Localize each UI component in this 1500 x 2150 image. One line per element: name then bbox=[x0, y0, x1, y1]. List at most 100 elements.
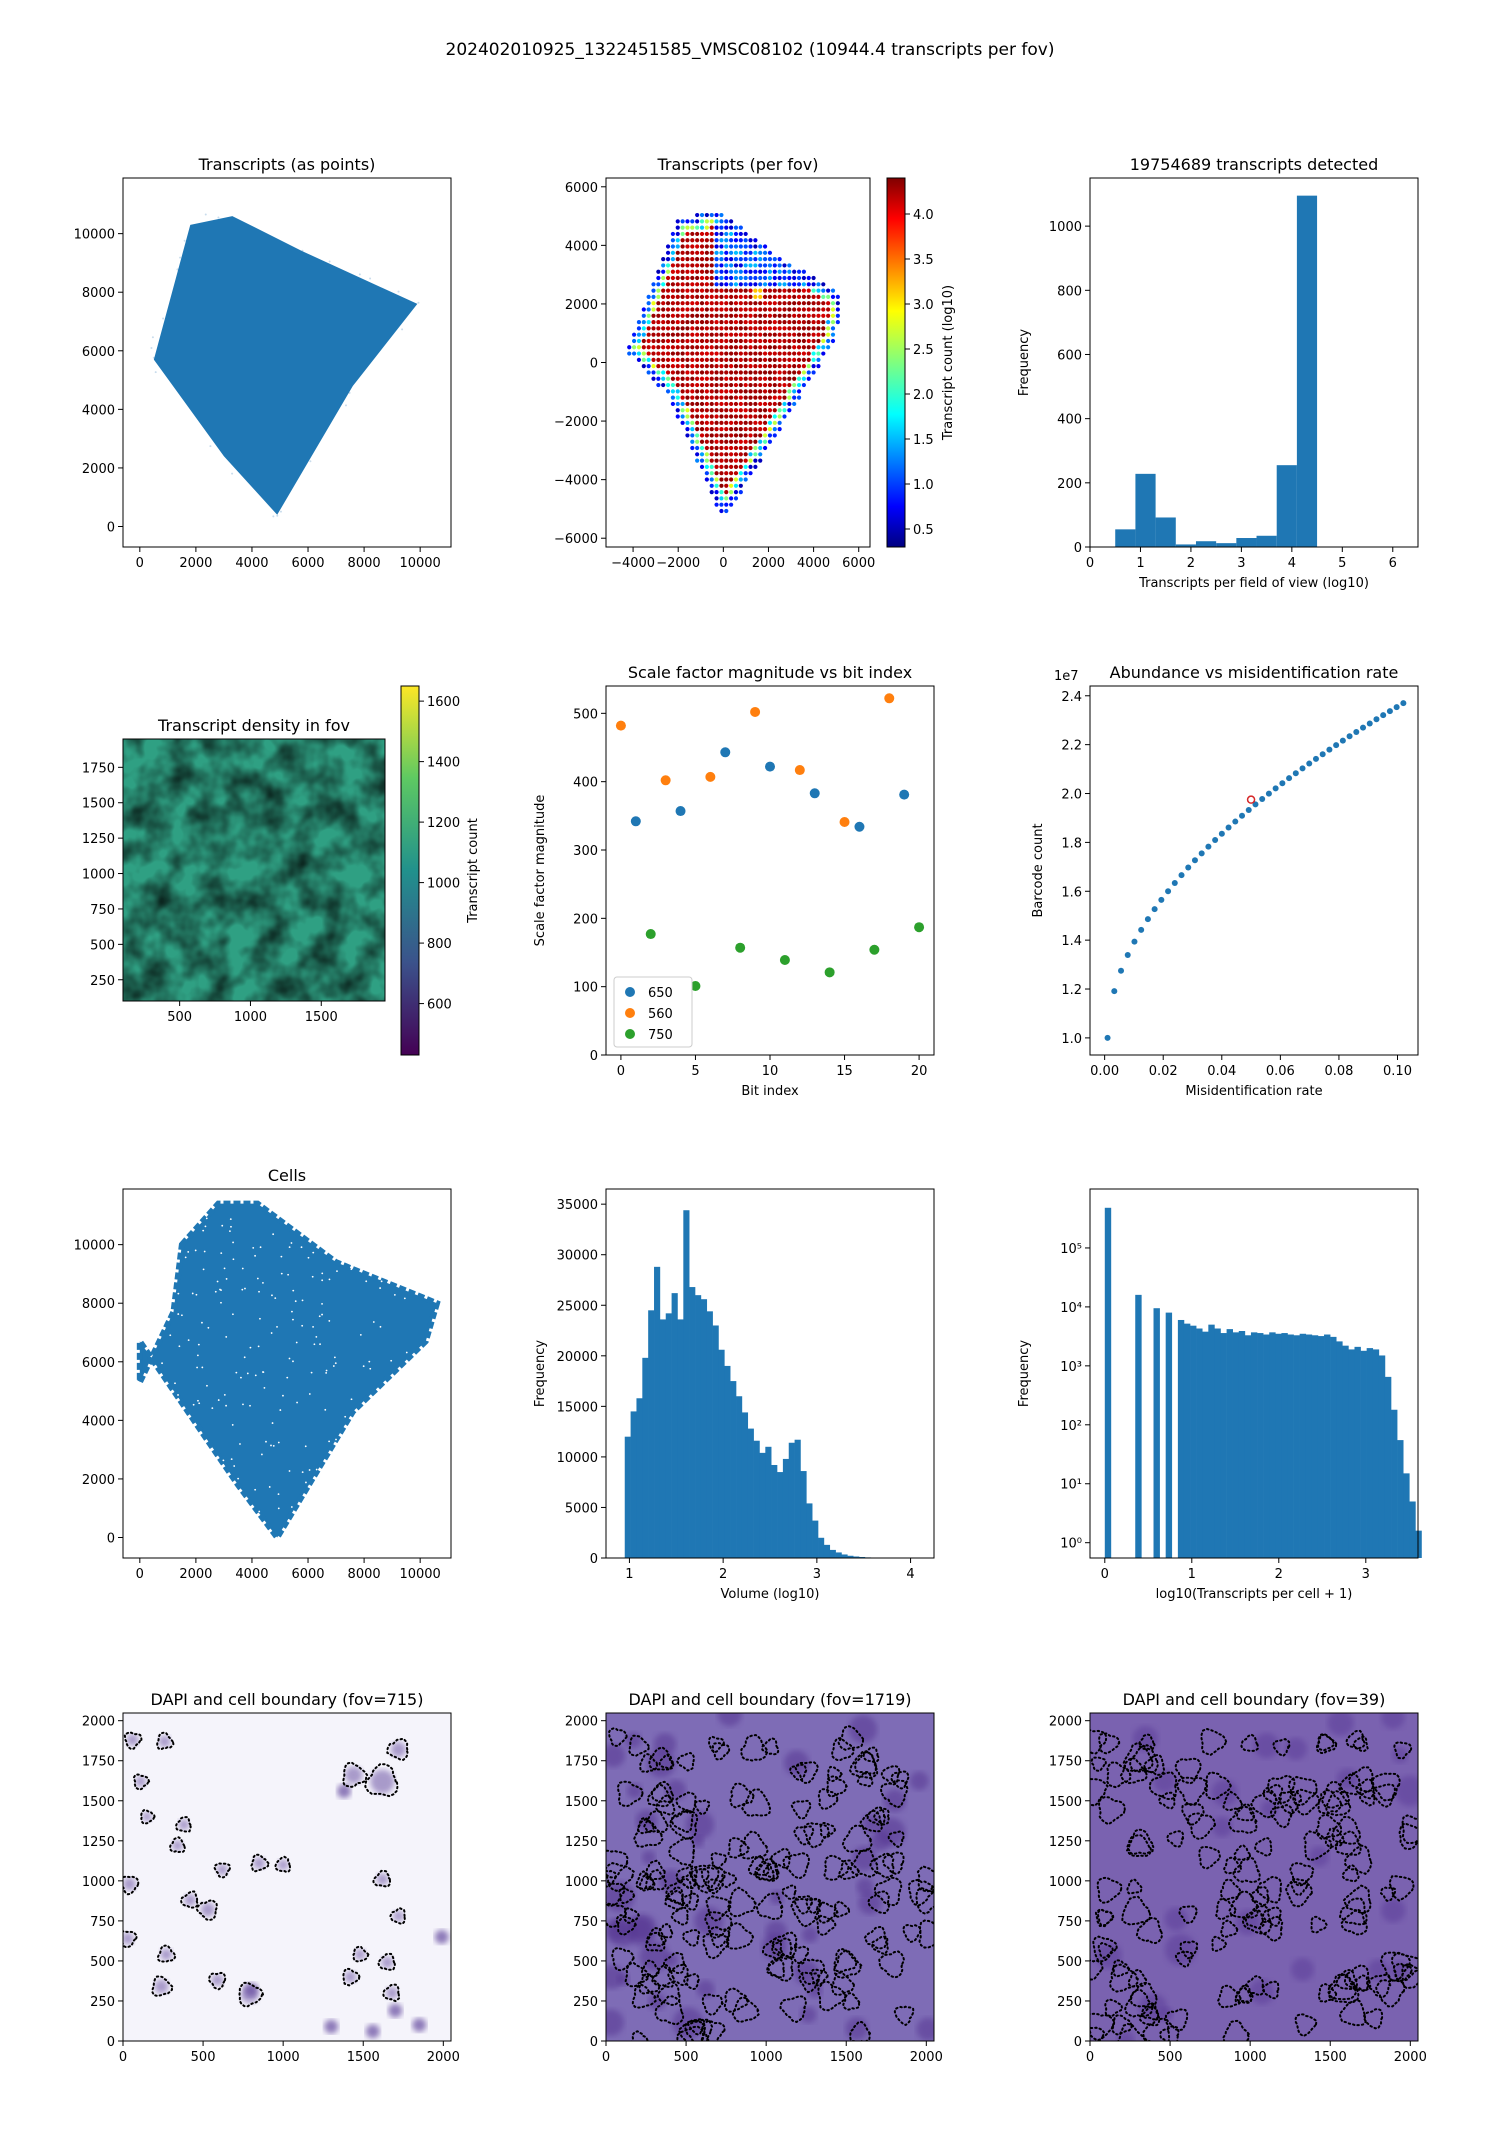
fov-point bbox=[699, 338, 705, 344]
fovgrid-xtick-label: −4000 bbox=[611, 556, 655, 571]
density-colorbar-tick-label: 800 bbox=[427, 937, 452, 952]
fov-point bbox=[811, 338, 816, 344]
dapi715-cell-boundary bbox=[364, 1763, 399, 1798]
volume-frame bbox=[605, 1188, 935, 1559]
cells-gap bbox=[290, 1506, 293, 1508]
fov-point bbox=[792, 288, 797, 293]
fov-point bbox=[719, 477, 724, 482]
fovhist-bar bbox=[1195, 541, 1217, 547]
fov-point bbox=[695, 395, 700, 400]
points-xtick-label: 0 bbox=[136, 556, 144, 571]
dapi1719-ytick-label: 750 bbox=[573, 1915, 598, 1930]
abund-ytick-label: 1.4 bbox=[1061, 934, 1082, 949]
fov-point bbox=[680, 319, 685, 325]
scale-ytick-label: 500 bbox=[573, 707, 598, 722]
fov-point bbox=[767, 275, 773, 281]
fov-point bbox=[724, 433, 729, 438]
volume-ytick-label: 10000 bbox=[557, 1451, 598, 1466]
cells-gap bbox=[205, 1217, 208, 1220]
cells-gap bbox=[294, 1300, 297, 1303]
dapi1719-cell-boundary bbox=[782, 1852, 811, 1880]
fov-point bbox=[695, 376, 700, 381]
dapi39-cell-boundary bbox=[1358, 1789, 1376, 1807]
fov-point bbox=[729, 301, 734, 306]
fov-point bbox=[704, 389, 709, 394]
fovhist-xtick-label: 6 bbox=[1389, 556, 1397, 571]
dapi1719-cell-boundary bbox=[765, 1958, 786, 1979]
fov-point bbox=[709, 382, 714, 388]
volume-bar bbox=[853, 1556, 860, 1558]
fov-point bbox=[758, 345, 763, 350]
dapi1719-cell-boundary bbox=[710, 1851, 728, 1869]
fov-point bbox=[801, 301, 806, 306]
fov-point bbox=[670, 269, 676, 274]
cells-gap bbox=[169, 1334, 172, 1337]
fov-point bbox=[665, 294, 671, 299]
percell-bar bbox=[1183, 1323, 1191, 1558]
fov-point bbox=[777, 307, 782, 312]
volume-bar bbox=[659, 1319, 667, 1558]
abund-ytick-label: 1.8 bbox=[1061, 836, 1082, 851]
fov-point bbox=[631, 332, 637, 337]
points-ytick-label: 0 bbox=[107, 521, 115, 536]
dapi1719-cell-boundary bbox=[611, 1947, 635, 1972]
percell-bar bbox=[1348, 1349, 1355, 1558]
fov-point bbox=[772, 427, 777, 432]
fov-point bbox=[733, 389, 739, 394]
density-title: Transcript density in fov bbox=[157, 716, 350, 735]
percell-bar bbox=[1269, 1332, 1276, 1558]
cells-gap bbox=[262, 1281, 264, 1284]
fov-point bbox=[685, 269, 690, 274]
fov-point bbox=[806, 345, 811, 350]
cells-gap bbox=[390, 1359, 393, 1362]
fov-point bbox=[762, 326, 768, 331]
dapi1719-cell-boundary bbox=[676, 2025, 705, 2041]
fov-point bbox=[719, 231, 724, 237]
dapi1719-cell-boundary bbox=[833, 1948, 858, 1973]
fov-point bbox=[777, 275, 782, 281]
fovhist-ytick-label: 800 bbox=[1057, 284, 1082, 299]
fov-point bbox=[714, 244, 719, 249]
dapi39-cell-boundary bbox=[1315, 1732, 1338, 1755]
dapi715-cell-boundary bbox=[352, 1945, 370, 1963]
dapi39-cell-boundary bbox=[1106, 1761, 1132, 1789]
fov-point bbox=[709, 275, 714, 281]
scale-point bbox=[690, 980, 701, 991]
dapi39-cell-boundary bbox=[1235, 1802, 1256, 1822]
fov-point bbox=[670, 257, 676, 262]
fov-point bbox=[758, 332, 763, 337]
fov-point bbox=[656, 307, 661, 312]
volume-ylabel: Frequency bbox=[533, 1340, 548, 1407]
dapi1719-nucleus bbox=[883, 1789, 906, 1813]
fov-point bbox=[826, 345, 831, 350]
fov-point bbox=[806, 294, 811, 299]
dapi1719-cell-boundary bbox=[882, 1851, 905, 1875]
dapi715-background bbox=[123, 1713, 451, 2041]
cells-gap bbox=[257, 1345, 260, 1348]
fov-point bbox=[714, 212, 719, 218]
points-axes: 0 2000 4000 6000 8000 10000020004000600080001… bbox=[74, 155, 452, 571]
dapi39-cell-boundary bbox=[1340, 1908, 1368, 1936]
fov-point bbox=[767, 319, 773, 325]
dapi1719-cell-boundary bbox=[878, 1950, 906, 1979]
fov-point bbox=[801, 332, 806, 337]
dapi1719-cell-boundary bbox=[869, 1852, 895, 1879]
fov-point bbox=[753, 445, 758, 451]
fov-point bbox=[719, 244, 724, 249]
fov-point bbox=[670, 319, 676, 325]
dapi39-nucleus bbox=[1253, 1732, 1280, 1759]
dapi1719-cell-boundary bbox=[645, 1931, 666, 1952]
dapi1719-cell-boundary bbox=[771, 1937, 793, 1960]
fov-point bbox=[695, 452, 700, 457]
abund-ytick-label: 1.0 bbox=[1061, 1032, 1082, 1047]
dapi39-cell-boundary bbox=[1129, 1744, 1160, 1774]
fov-point bbox=[729, 389, 734, 394]
dapi39-cell-boundary bbox=[1310, 1915, 1328, 1934]
fov-point bbox=[801, 338, 806, 344]
dapi1719-cell-boundary bbox=[789, 1945, 810, 1966]
fov-point bbox=[714, 458, 719, 463]
dapi1719-nucleus bbox=[691, 1835, 704, 1848]
density-noise bbox=[123, 739, 385, 1001]
fov-point bbox=[748, 414, 753, 419]
fov-point bbox=[758, 275, 763, 281]
